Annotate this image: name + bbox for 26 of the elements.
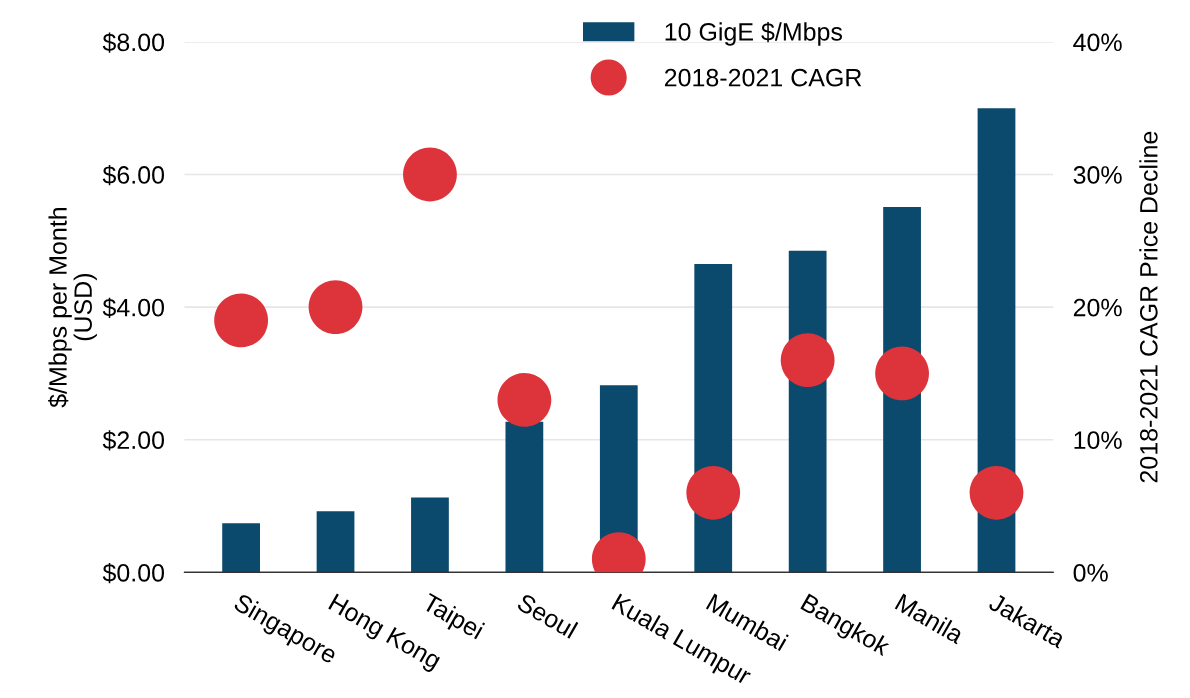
y-axis-title: $/Mbps per Month (USD) xyxy=(48,207,97,408)
point xyxy=(214,293,268,348)
y2-tick-label: 0% xyxy=(1073,563,1108,582)
point xyxy=(308,280,363,335)
bar xyxy=(411,497,449,573)
point xyxy=(686,465,741,520)
y2-tick-label: 10% xyxy=(1074,431,1122,450)
bar xyxy=(505,421,544,573)
y2-tick-label: 40% xyxy=(1073,33,1122,52)
y-tick-label: $2.00 xyxy=(102,430,165,451)
bar xyxy=(222,523,260,573)
y2-tick-label: 30% xyxy=(1073,166,1122,184)
y-tick-label: $8.00 xyxy=(102,32,165,53)
y-tick-label: $6.00 xyxy=(102,165,165,186)
point xyxy=(875,346,929,401)
y2-axis-title: 2018-2021 CAGR Price Decline xyxy=(1139,131,1158,483)
y2-tick-label: 20% xyxy=(1073,298,1122,317)
point xyxy=(403,147,457,202)
legend-label: 10 GigE $/Mbps xyxy=(665,21,843,46)
bar xyxy=(316,511,355,573)
y-tick-label: $4.00 xyxy=(102,297,165,318)
point xyxy=(780,333,835,388)
point xyxy=(497,373,552,427)
point xyxy=(969,465,1024,520)
legend-label: 2018-2021 CAGR xyxy=(664,68,862,87)
y-tick-label: $0.00 xyxy=(102,562,165,584)
